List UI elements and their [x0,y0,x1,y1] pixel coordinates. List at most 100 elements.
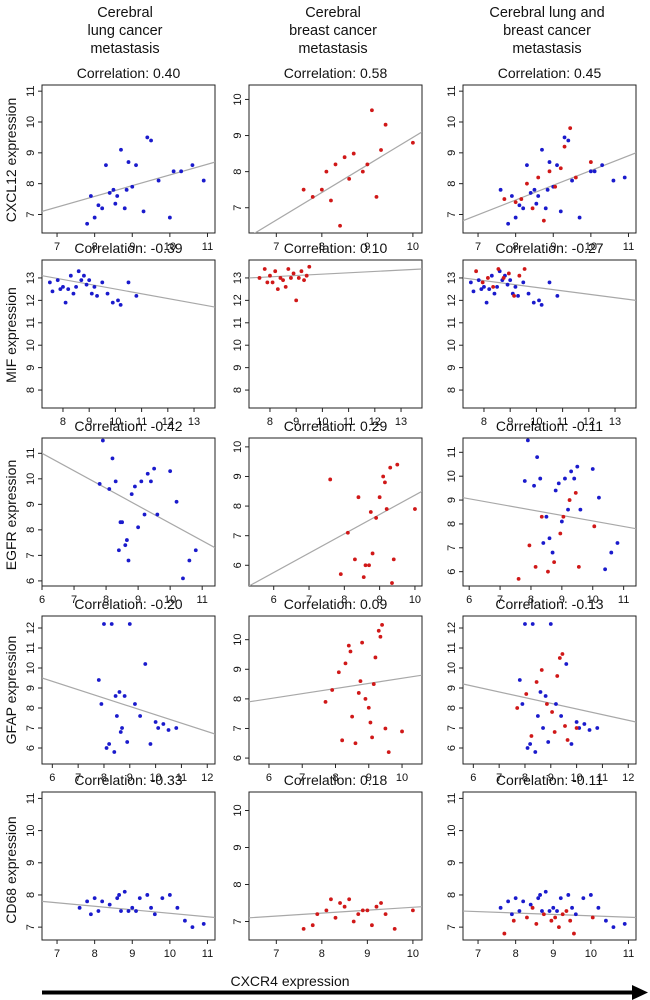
data-point-lung [548,622,553,626]
data-point-lung [85,899,90,904]
data-point-lung [577,215,582,220]
x-tick-label: 7 [54,948,60,960]
data-point-breast [590,915,595,920]
data-point-breast [324,908,329,913]
x-tick-label: 7 [306,594,312,606]
data-point-lung [553,488,558,493]
x-tick-label: 13 [395,416,407,428]
x-tick-label: 13 [188,416,200,428]
data-point-breast [533,565,538,569]
data-point-lung [117,893,121,897]
data-point-lung [547,909,552,913]
data-point-lung [600,163,605,168]
data-point-lung [61,285,65,289]
data-point-breast [381,474,386,479]
x-tick-label: 6 [271,594,277,606]
regression-line [249,906,422,919]
data-point-lung [558,209,563,214]
data-point-breast [356,495,361,500]
regression-line [463,683,636,723]
regression-line [463,910,636,919]
scatter-panel-9: Correlation: -0.11 6 7 8 9 10 11 6 7 8 9 10 11 [446,418,637,606]
y-tick-label: 8 [446,521,458,527]
data-point-breast [530,206,535,211]
data-point-breast [370,551,375,556]
data-point-breast [342,904,347,909]
y-tick-label: 7 [232,918,244,924]
x-tick-label: 8 [92,948,98,960]
data-point-lung [107,742,112,746]
x-tick-label: 10 [407,948,419,960]
y-tick-label: 7 [232,533,244,539]
x-tick-label: 11 [202,241,213,253]
data-point-breast [342,155,347,160]
column-title-breast: Cerebral breast cancer metastasis [233,4,433,58]
data-point-lung [508,278,513,283]
data-point-breast [512,293,517,298]
regression-line [463,497,636,530]
y-tick-label: 13 [446,272,458,284]
y-tick-label: 11 [446,85,458,96]
data-point-breast [388,465,393,470]
data-point-breast [330,688,335,692]
x-tick-label: 8 [92,241,98,253]
data-point-lung [126,558,131,563]
data-point-breast [329,198,333,203]
x-tick-label: 10 [530,416,542,428]
x-tick-label: 9 [364,948,370,960]
panel-title: Correlation: 0.40 [77,65,181,81]
data-point-breast [573,491,578,495]
data-point-breast [379,901,383,905]
data-point-breast [515,706,520,710]
data-point-lung [107,191,112,195]
data-point-breast [563,724,567,728]
data-point-lung [531,300,536,305]
data-point-lung [582,722,587,726]
data-point-breast [370,735,374,740]
data-point-breast [522,267,527,271]
data-point-lung [113,694,118,698]
data-point-breast [289,276,293,280]
data-point-lung [517,909,522,913]
data-point-lung [498,187,503,192]
data-point-lung [603,567,608,572]
data-point-breast [376,628,381,633]
data-point-breast [558,531,563,536]
x-tick-label: 9 [548,772,554,784]
data-point-lung [545,187,550,192]
data-point-breast [294,298,299,303]
x-tick-label: 8 [267,416,273,428]
plot-frame [462,84,637,234]
y-tick-label: 8 [446,705,458,711]
data-point-breast [525,915,529,920]
y-tick-label: 11 [446,642,458,653]
y-tick-label: 10 [232,441,244,453]
data-point-breast [524,692,529,696]
data-point-breast [363,563,368,568]
scatter-panel-7: Correlation: -0.42 6 7 8 9 10 11 6 7 8 9 10 11 [25,418,216,606]
scatter-panel-2: Correlation: 0.58 7 8 9 10 7 8 9 10 [232,65,423,253]
data-point-lung [476,278,481,283]
x-tick-label: 8 [522,772,528,784]
x-tick-label: 10 [570,772,582,784]
data-point-breast [356,691,361,695]
data-point-lung [521,206,526,211]
plot-frame [41,791,216,941]
x-tick-label: 11 [196,594,207,606]
data-point-lung [517,203,522,208]
data-point-lung [126,280,131,285]
data-point-breast [395,462,400,467]
data-point-lung [611,925,616,930]
data-point-lung [187,558,192,563]
data-point-lung [149,138,153,143]
data-point-lung [535,714,540,718]
x-tick-label: 10 [585,948,597,960]
data-point-breast [368,510,373,514]
data-point-lung [104,746,109,750]
y-tick-label: 11 [232,317,244,328]
data-point-breast [278,276,283,280]
data-point-breast [410,140,415,145]
data-point-lung [604,918,608,923]
data-point-breast [530,905,535,910]
regression-line [249,268,422,279]
